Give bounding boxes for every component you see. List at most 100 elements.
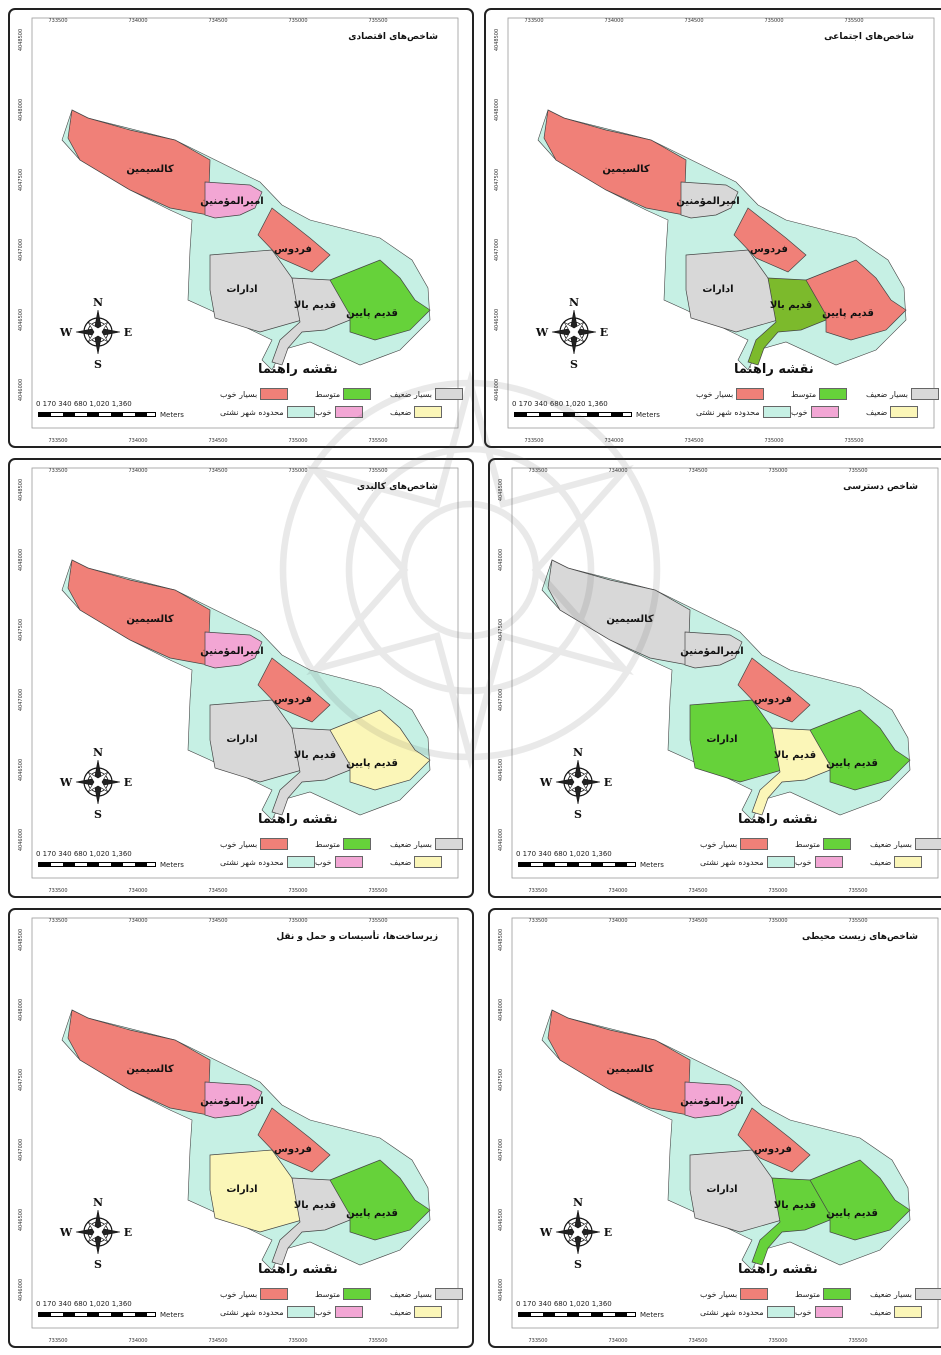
legend-label: بسیار ضعیف — [390, 1289, 432, 1299]
region-label-amir: امیرالمؤمنین — [200, 196, 263, 207]
region-amir — [684, 1081, 743, 1119]
map-panel-3: کالسیمین امیرالمؤمنین فردوس ادارات قدیم بالا… — [8, 458, 474, 898]
y-tick-label: 4046500 — [494, 309, 500, 331]
region-label-amir: امیرالمؤمنین — [680, 646, 743, 657]
region-label-ferdows: فردوس — [754, 694, 792, 705]
legend-item-boundary: محدوده شهر نشتی — [700, 1306, 795, 1318]
scale-bar — [38, 862, 156, 867]
legend-swatch — [434, 838, 463, 850]
compass-s: S — [94, 1258, 102, 1271]
x-tick-label: 734000 — [608, 468, 627, 474]
y-tick-label: 4048500 — [18, 929, 24, 951]
compass-w: W — [539, 776, 553, 789]
legend-label: ضعیف — [870, 857, 892, 867]
region-kalsimin — [547, 1009, 691, 1116]
x-tick-label: 734500 — [688, 918, 707, 924]
region-edarat — [689, 1149, 783, 1233]
legend-item-very-weak: بسیار ضعیف — [870, 838, 941, 850]
legend-label: بسیار خوب — [220, 839, 258, 849]
legend-item-medium: متوسط — [795, 838, 852, 850]
y-tick-label: 4046500 — [18, 1209, 24, 1231]
x-tick-label: 733500 — [524, 438, 543, 444]
map-title: شاخص‌های اقتصادی — [348, 32, 438, 42]
compass-n: N — [93, 746, 103, 759]
map-title: شاخص‌های اجتماعی — [824, 32, 914, 42]
legend-item-weak: ضعیف — [390, 856, 443, 868]
y-tick-label: 4046000 — [18, 379, 24, 401]
region-label-ghadim-bala: قدیم بالا — [294, 1200, 336, 1211]
legend-label: متوسط — [795, 1289, 821, 1299]
region-label-kalsimin: کالسیمین — [126, 164, 174, 175]
compass-s: S — [570, 358, 578, 371]
compass-n: N — [573, 1196, 583, 1209]
x-tick-label: 734500 — [688, 1338, 707, 1344]
legend-item-very-good: بسیار خوب — [700, 838, 769, 850]
x-tick-label: 735000 — [288, 918, 307, 924]
map-canvas: کالسیمین امیرالمؤمنین فردوس ادارات قدیم بالا… — [494, 17, 935, 444]
legend-item-boundary: محدوده شهر نشتی — [220, 856, 315, 868]
compass-n: N — [93, 1196, 103, 1209]
y-tick-label: 4046000 — [18, 829, 24, 851]
map-canvas: کالسیمین امیرالمؤمنین فردوس ادارات قدیم بالا… — [498, 917, 939, 1344]
legend-label: متوسط — [315, 839, 341, 849]
legend-label: بسیار خوب — [700, 1289, 738, 1299]
x-tick-label: 735000 — [768, 888, 787, 894]
legend-swatch — [260, 838, 289, 850]
y-tick-label: 4046000 — [494, 379, 500, 401]
legend-item-very-weak: بسیار ضعیف — [866, 388, 939, 400]
scale-labels: 0 170 340 680 1,020 1,360 — [516, 850, 612, 858]
region-ferdows — [737, 657, 811, 723]
region-ghadim-payin — [329, 709, 431, 791]
legend-swatch — [260, 1288, 289, 1300]
scale-unit: Meters — [160, 411, 184, 419]
x-tick-label: 735500 — [848, 468, 867, 474]
legend-label: متوسط — [315, 1289, 341, 1299]
x-tick-label: 734000 — [128, 888, 147, 894]
legend-swatch — [736, 388, 765, 400]
y-tick-label: 4047500 — [18, 619, 24, 641]
region-ghadim-payin — [805, 259, 907, 341]
legend-item-boundary: محدوده شهر نشتی — [220, 406, 315, 418]
x-tick-label: 734000 — [604, 18, 623, 24]
x-tick-label: 735000 — [768, 468, 787, 474]
legend-item-medium: متوسط — [795, 1288, 852, 1300]
legend-item-good: خوب — [791, 406, 839, 418]
compass-s: S — [94, 808, 102, 821]
x-tick-label: 735500 — [848, 1338, 867, 1344]
map-title: شاخص‌های کالبدی — [356, 482, 438, 492]
legend-item-medium: متوسط — [791, 388, 848, 400]
region-label-amir: امیرالمؤمنین — [676, 196, 739, 207]
map-title: شاخص‌های زیست محیطی — [802, 932, 918, 942]
y-tick-label: 4047500 — [498, 1069, 504, 1091]
legend-label: بسیار خوب — [220, 389, 258, 399]
legend-label: بسیار ضعیف — [870, 839, 912, 849]
y-tick-label: 4047000 — [498, 689, 504, 711]
x-tick-label: 734000 — [128, 18, 147, 24]
compass-s: S — [574, 1258, 582, 1271]
legend-swatch — [819, 388, 848, 400]
legend-swatch — [343, 1288, 372, 1300]
legend-label: بسیار ضعیف — [870, 1289, 912, 1299]
y-tick-label: 4048000 — [18, 999, 24, 1021]
compass-e: E — [604, 1226, 612, 1239]
region-kalsimin — [547, 559, 691, 666]
compass-w: W — [539, 1226, 553, 1239]
x-tick-label: 735500 — [368, 18, 387, 24]
legend-item-very-weak: بسیار ضعیف — [390, 838, 463, 850]
x-tick-label: 733500 — [48, 468, 67, 474]
map-panel-5: کالسیمین امیرالمؤمنین فردوس ادارات قدیم بالا… — [8, 908, 474, 1348]
x-tick-label: 735500 — [848, 888, 867, 894]
x-tick-label: 735000 — [764, 438, 783, 444]
x-tick-label: 734500 — [208, 918, 227, 924]
legend-label: بسیار خوب — [220, 1289, 258, 1299]
y-tick-label: 4046500 — [18, 759, 24, 781]
region-label-ghadim-bala: قدیم بالا — [294, 750, 336, 761]
legend-label: ضعیف — [866, 407, 888, 417]
compass-s: S — [94, 358, 102, 371]
compass-e: E — [124, 326, 132, 339]
legend-item-good: خوب — [315, 406, 363, 418]
x-tick-label: 734500 — [688, 468, 707, 474]
y-tick-label: 4046500 — [18, 309, 24, 331]
x-tick-label: 734500 — [688, 888, 707, 894]
compass-w: W — [59, 326, 73, 339]
